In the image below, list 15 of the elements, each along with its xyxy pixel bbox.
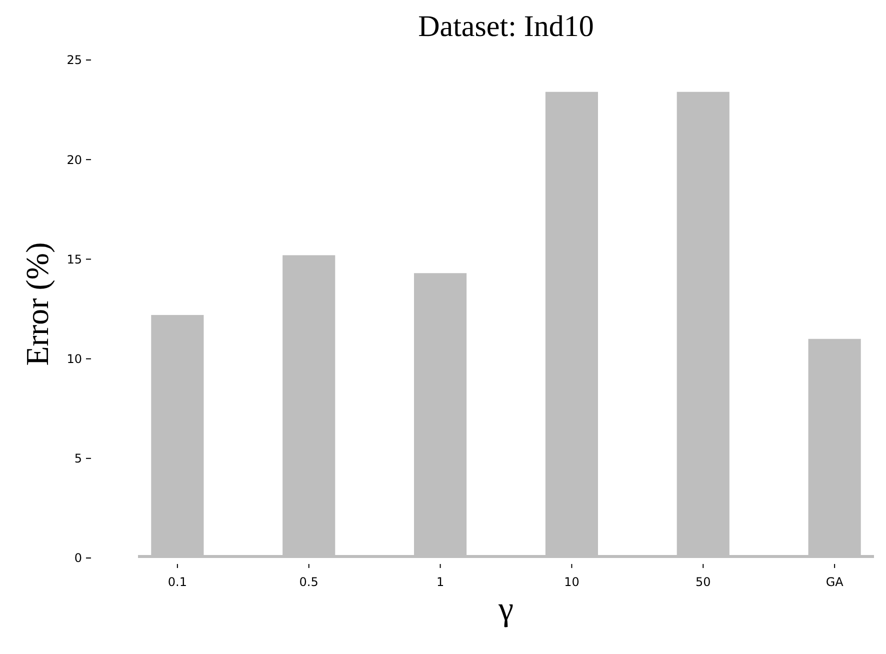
y-tick-label: 20 <box>66 152 82 167</box>
x-axis-title: γ <box>497 591 514 628</box>
y-tick-label: 25 <box>66 53 82 68</box>
y-tick-label: 15 <box>66 252 82 266</box>
x-tick-label: 0.1 <box>168 575 187 589</box>
y-tick-label: 10 <box>66 352 82 366</box>
x-tick-label: 0.5 <box>299 575 318 589</box>
x-tick-label: 1 <box>436 575 444 589</box>
x-tick-label: 10 <box>564 575 580 589</box>
y-axis-title: Error (%) <box>19 242 55 366</box>
y-tick-label: 0 <box>74 551 82 566</box>
x-tick-label: 50 <box>696 575 711 589</box>
x-tick-label: GA <box>826 575 844 589</box>
y-tick-label: 5 <box>74 452 82 466</box>
chart-title: Dataset: Ind10 <box>418 10 594 43</box>
